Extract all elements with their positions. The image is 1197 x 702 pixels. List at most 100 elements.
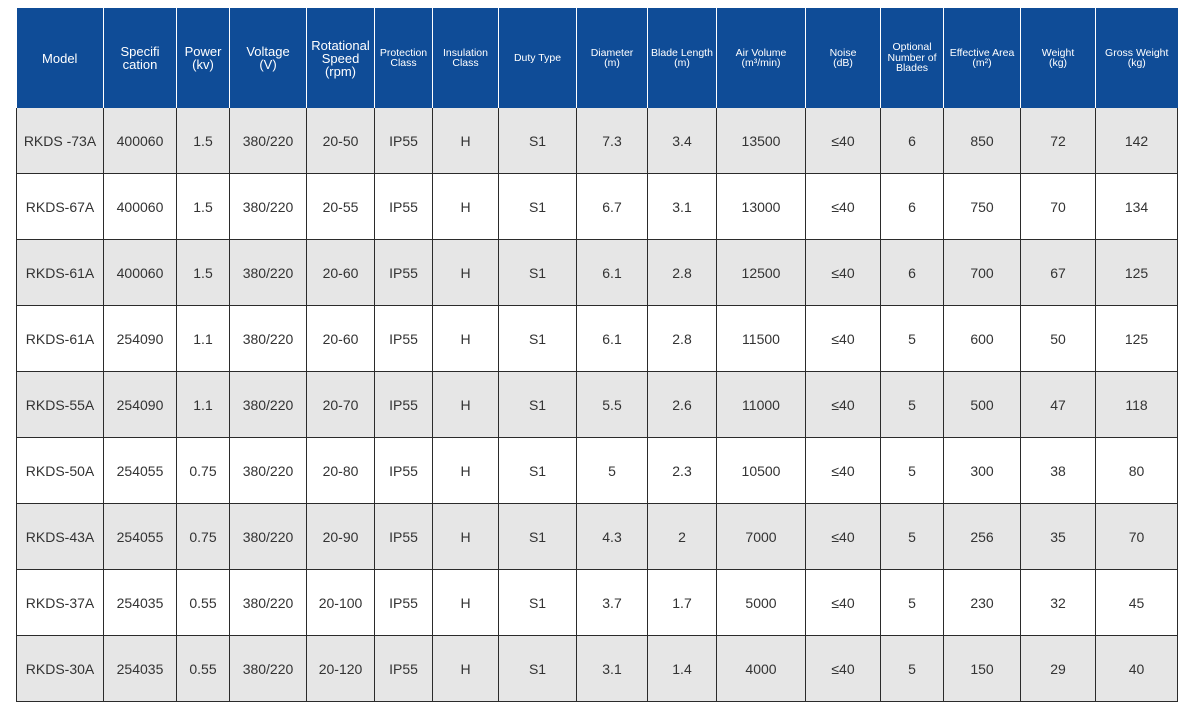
table-row: RKDS-50A 254055 0.75 380/220 20-80 IP55 H S1 5 2.… [16,437,1178,504]
column-header: Voltage (V) [229,8,307,108]
table-cell: 4.3 [576,503,648,570]
table-cell: 6.7 [576,173,648,240]
column-header-text: (kg) [1127,57,1146,69]
table-row: RKDS-30A 254035 0.55 380/220 20-120 IP55 H S1 3.… [16,635,1178,702]
table-cell: 0.75 [176,437,230,504]
table-cell: 38 [1020,437,1096,504]
table-row: RKDS-55A 254090 1.1 380/220 20-70 IP55 H S1 5.5 2… [16,371,1178,438]
table-cell: H [432,503,499,570]
table-cell: 254035 [103,569,177,636]
table-cell: 380/220 [229,635,307,702]
table-cell: ≤40 [805,371,881,438]
table-cell: 380/220 [229,437,307,504]
table-cell: 254090 [103,305,177,372]
column-header: Blade Length (m) [647,8,717,108]
column-header: Weight (kg) [1020,8,1096,108]
table-cell: RKDS-30A [16,635,104,702]
column-header-text: cation [122,57,158,72]
table-cell: ≤40 [805,635,881,702]
table-cell: ≤40 [805,305,881,372]
table-cell: 11500 [716,305,806,372]
table-cell: 400060 [103,173,177,240]
table-cell: 1.1 [176,371,230,438]
column-header-text: Diameter [590,46,634,59]
table-cell: S1 [498,503,577,570]
table-cell: IP55 [374,239,433,306]
table-cell: RKDS-55A [16,371,104,438]
table-cell: 70 [1095,503,1178,570]
column-header-text: Model [42,50,78,66]
table-cell: 7000 [716,503,806,570]
table-cell: H [432,108,499,174]
column-header-text: Optional [892,41,932,54]
column-header-text: (m) [604,57,620,69]
table-cell: 6 [880,108,944,174]
table-row: RKDS -73A 400060 1.5 380/220 20-50 IP55 H S1 7.3… [16,108,1178,174]
column-header-text: Air Volume [735,46,787,59]
column-header: Air Volume (m³/min) [716,8,806,108]
table-cell: 20-60 [306,305,375,372]
column-header-text: (V) [259,57,277,72]
table-cell: 3.7 [576,569,648,636]
table-cell: IP55 [374,569,433,636]
table-cell: 80 [1095,437,1178,504]
table-cell: 6.1 [576,305,648,372]
table-cell: 254055 [103,503,177,570]
table-row: RKDS-61A 254090 1.1 380/220 20-60 IP55 H S1 6.1 2… [16,305,1178,372]
table-cell: 5 [880,437,944,504]
column-header-text: (kg) [1048,57,1068,69]
column-header-text: Weight [1041,46,1075,59]
table-cell: 1.5 [176,239,230,306]
column-header: Effective Area (m²) [943,8,1021,108]
table-cell: 5 [880,503,944,570]
table-cell: 380/220 [229,569,307,636]
table-cell: 20-50 [306,108,375,174]
fan-spec-table: Model Specifi cation Power (kv) Voltage (V) Rot… [16,8,1178,702]
table-cell: 1.4 [647,635,717,702]
column-header-text: (dB) [833,57,853,69]
table-cell: 20-60 [306,239,375,306]
table-cell: 600 [943,305,1021,372]
table-cell: 40 [1095,635,1178,702]
column-header-text: Power [184,44,222,59]
table-cell: 254035 [103,635,177,702]
table-cell: 45 [1095,569,1178,636]
table-cell: RKDS-67A [16,173,104,240]
table-cell: 7.3 [576,108,648,174]
table-row: RKDS-67A 400060 1.5 380/220 20-55 IP55 H S1 6.7 3… [16,173,1178,240]
table-cell: ≤40 [805,173,881,240]
table-cell: 230 [943,569,1021,636]
column-header-text: Rotational [311,37,370,53]
column-header-text: Class [452,57,479,69]
table-cell: RKDS-43A [16,503,104,570]
table-cell: H [432,173,499,240]
table-cell: RKDS -73A [16,108,104,174]
table-cell: 380/220 [229,371,307,438]
table-cell: 3.1 [576,635,648,702]
table-body: RKDS -73A 400060 1.5 380/220 20-50 IP55 H S1 7.3… [16,108,1178,702]
column-header-text: Specifi [120,44,160,59]
table-row: RKDS-43A 254055 0.75 380/220 20-90 IP55 H S1 4.3… [16,503,1178,570]
table-cell: 5 [880,635,944,702]
column-header-text: Speed [321,50,360,66]
table-cell: 500 [943,371,1021,438]
table-cell: 5 [576,437,648,504]
table-cell: 1.5 [176,173,230,240]
table-cell: 5000 [716,569,806,636]
table-cell: 2.8 [647,305,717,372]
table-cell: 5.5 [576,371,648,438]
table-cell: IP55 [374,371,433,438]
column-header-text: Blades [895,62,929,75]
column-header-text: (kv) [192,57,214,72]
table-cell: 400060 [103,239,177,306]
table-cell: 125 [1095,239,1178,306]
table-cell: 1.5 [176,108,230,174]
table-cell: IP55 [374,437,433,504]
table-cell: 20-120 [306,635,375,702]
column-header-text: Gross Weight [1105,46,1169,59]
table-cell: 1.1 [176,305,230,372]
table-row: RKDS-61A 400060 1.5 380/220 20-60 IP55 H S1 6.1 2… [16,239,1178,306]
column-header-text: Voltage [246,44,290,59]
column-header-text: Insulation [443,46,488,59]
table-cell: S1 [498,569,577,636]
